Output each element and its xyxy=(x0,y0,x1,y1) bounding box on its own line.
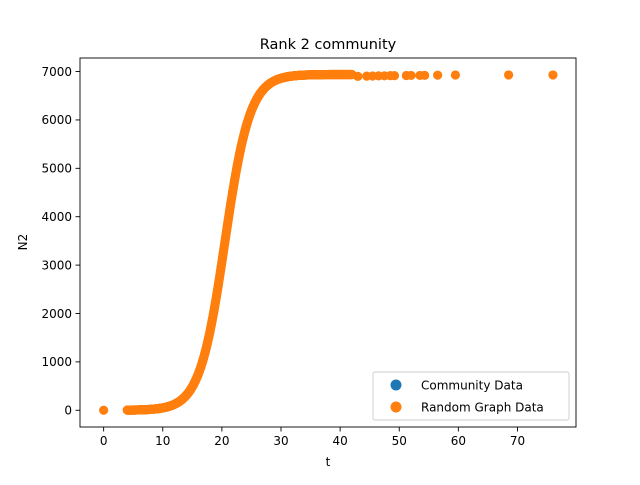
random-graph-data-point xyxy=(389,71,400,81)
legend-label-community-data: Community Data xyxy=(421,379,523,393)
x-axis-ticks: 0 10 20 30 40 50 60 70 xyxy=(100,427,525,448)
random-graph-data-point xyxy=(450,70,460,80)
y-tick-label: 1000 xyxy=(41,355,72,369)
chart-title: Rank 2 community xyxy=(260,37,397,53)
y-tick-label: 3000 xyxy=(41,258,72,272)
x-tick-label: 70 xyxy=(510,434,525,448)
points-layer xyxy=(99,69,558,415)
random-graph-data-point xyxy=(420,70,430,80)
x-tick-label: 40 xyxy=(332,434,347,448)
random-graph-data-point xyxy=(99,405,109,415)
x-tick-label: 0 xyxy=(100,434,108,448)
y-tick-label: 6000 xyxy=(41,113,72,127)
y-tick-label: 0 xyxy=(64,404,72,418)
x-tick-label: 10 xyxy=(155,434,170,448)
y-tick-label: 5000 xyxy=(41,162,72,176)
legend-marker-random-graph-data xyxy=(390,401,402,413)
y-axis-ticks: 0 1000 2000 3000 4000 5000 6000 7000 xyxy=(41,65,80,418)
x-axis-label: t xyxy=(326,455,331,469)
y-tick-label: 2000 xyxy=(41,307,72,321)
random-graph-data-point xyxy=(548,70,558,80)
y-tick-label: 4000 xyxy=(41,210,72,224)
x-tick-label: 50 xyxy=(392,434,407,448)
y-tick-label: 7000 xyxy=(41,65,72,79)
y-axis-label: N2 xyxy=(16,234,30,251)
x-tick-label: 60 xyxy=(451,434,466,448)
random-graph-data-point xyxy=(347,69,357,80)
plot-frame xyxy=(79,57,577,428)
x-tick-label: 20 xyxy=(214,434,229,448)
legend-marker-community-data xyxy=(390,379,402,391)
legend-label-random-graph-data: Random Graph Data xyxy=(421,401,544,415)
random-graph-data-point xyxy=(406,70,416,81)
legend: Community Data Random Graph Data xyxy=(372,371,570,421)
random-graph-data-point xyxy=(504,70,514,80)
legend-box xyxy=(372,371,570,421)
x-tick-label: 30 xyxy=(273,434,288,448)
random-graph-data-point xyxy=(433,70,443,80)
